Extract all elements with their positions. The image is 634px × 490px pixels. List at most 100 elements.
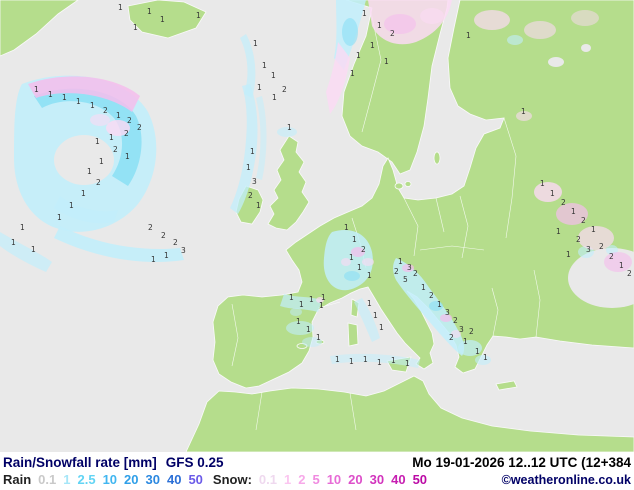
precip-value: 1: [373, 311, 378, 320]
precip-value: 1: [483, 353, 488, 362]
snow-legend-value: 1: [283, 472, 292, 487]
lake-ladoga: [548, 57, 564, 67]
rain-swirl-south-arm: [54, 226, 184, 262]
precip-value: 1: [90, 101, 95, 110]
rain-north-spain: [280, 294, 322, 312]
snow-legend-value: 10: [326, 472, 342, 487]
precip-value: 2: [453, 316, 458, 325]
precip-value: 1: [335, 355, 340, 364]
map-title: Rain/Snowfall rate [mm]: [3, 455, 157, 470]
precip-value: 1: [31, 245, 36, 254]
land-crete: [495, 380, 518, 391]
snow-pyrenees: [316, 297, 324, 303]
precip-value: 1: [48, 90, 53, 99]
country-borders: [231, 11, 541, 431]
precip-value: 1: [147, 7, 152, 16]
precip-value: 1: [87, 167, 92, 176]
precip-value: 1: [99, 157, 104, 166]
rain-aegean: [475, 355, 491, 365]
model-name: GFS 0.25: [165, 455, 224, 470]
land-gotland: [433, 151, 441, 165]
precip-value: 1: [250, 147, 255, 156]
info-bar: Rain/Snowfall rate [mm] GFS 0.25 Mo 19-0…: [0, 452, 634, 490]
rain-swirl-inner: [54, 196, 118, 224]
precip-value: 1: [405, 359, 410, 368]
rain-balearic-sea: [286, 321, 314, 335]
precip-value: 3: [586, 245, 591, 254]
rain-tyrrhenian: [354, 298, 380, 342]
land-sardinia: [347, 322, 359, 347]
land-danish-isle: [394, 182, 404, 190]
precip-value: 1: [379, 323, 384, 332]
precip-value: 1: [95, 137, 100, 146]
precip-value: 2: [390, 29, 395, 38]
precip-value: 1: [370, 41, 375, 50]
precip-value: 2: [361, 245, 366, 254]
precip-value: 1: [81, 189, 86, 198]
precip-value: 2: [413, 269, 418, 278]
precip-value: 1: [350, 69, 355, 78]
snow-alps-1: [351, 247, 365, 257]
precip-value: 1: [271, 71, 276, 80]
precip-value: 2: [469, 327, 474, 336]
rain-top-center: [240, 34, 256, 98]
precip-value: 2: [173, 238, 178, 247]
snow-east-europe-1: [534, 182, 562, 202]
precip-value: 1: [151, 255, 156, 264]
rain-finland: [507, 35, 523, 45]
rain-legend-value: 50: [188, 472, 203, 487]
land-greenland: [0, 0, 79, 57]
rain-ireland-streak: [230, 84, 258, 214]
precip-value: 1: [377, 21, 382, 30]
precip-value: 1: [256, 201, 261, 210]
precipitation-snow-layer: [28, 0, 632, 338]
snow-norway-strip: [326, 42, 350, 114]
precip-value: 1: [475, 347, 480, 356]
precip-value: 1: [196, 11, 201, 20]
snow-east-europe-2: [556, 203, 588, 225]
rain-legend-value: 10: [102, 472, 118, 487]
precip-value: 1: [116, 111, 121, 120]
rain-legend-value: 1: [63, 472, 71, 487]
snow-alps-2: [362, 258, 374, 266]
snow-legend-value: 20: [348, 472, 363, 487]
precip-value: 1: [319, 301, 324, 310]
precip-value: 3: [181, 246, 186, 255]
precip-value: 1: [62, 93, 67, 102]
precip-value: 1: [272, 93, 277, 102]
precip-value: 1: [164, 251, 169, 260]
precip-value: 1: [619, 261, 624, 270]
snow-russia-blob: [524, 21, 556, 39]
precip-value: 3: [252, 177, 257, 186]
precip-value: 2: [161, 231, 166, 240]
precip-value: 1: [287, 123, 292, 132]
landmasses: [0, 0, 634, 452]
land-north-africa: [185, 375, 634, 452]
precip-value: 2: [103, 106, 108, 115]
precip-value: 1: [571, 207, 576, 216]
precip-value: 1: [463, 337, 468, 346]
snow-apennines: [402, 264, 414, 272]
rain-legend-value: 0.1: [38, 472, 57, 487]
precip-value: 1: [540, 179, 545, 188]
rain-legend-value: 40: [166, 472, 182, 487]
precip-value: 1: [466, 31, 471, 40]
precip-value: 1: [109, 133, 114, 142]
precip-value: 5: [403, 275, 408, 284]
precip-value: 1: [363, 355, 368, 364]
precip-value: 1: [349, 253, 354, 262]
snow-russia-blob-2: [571, 10, 599, 26]
precip-value: 1: [398, 257, 403, 266]
rain-swirl-band: [34, 88, 142, 186]
precip-value: 1: [257, 83, 262, 92]
precip-value: 1: [69, 201, 74, 210]
precip-value: 1: [118, 3, 123, 12]
snow-sweden-core: [384, 14, 416, 34]
precip-value: 1: [367, 271, 372, 280]
precip-value: 1: [316, 333, 321, 342]
snow-swirl-cap: [28, 76, 140, 112]
precip-value: 2: [627, 269, 632, 278]
precip-value: 1: [352, 235, 357, 244]
copyright: ©weatheronline.co.uk: [501, 473, 631, 487]
precip-value: 1: [591, 225, 596, 234]
